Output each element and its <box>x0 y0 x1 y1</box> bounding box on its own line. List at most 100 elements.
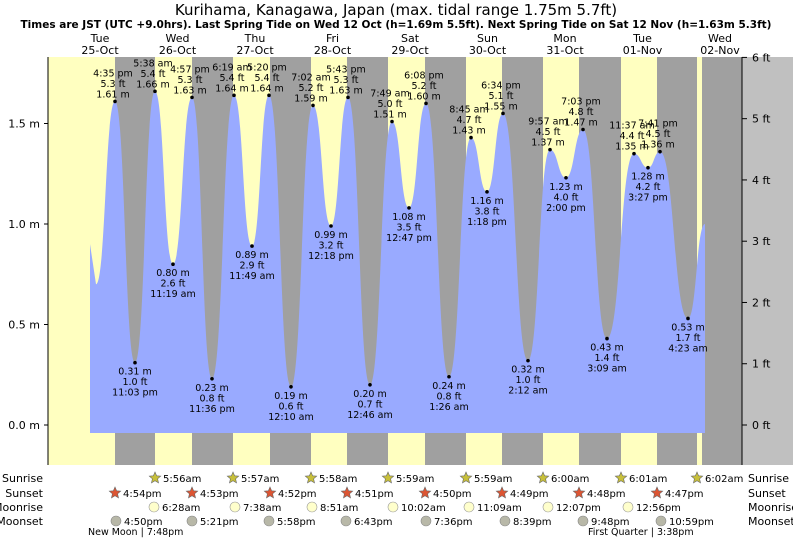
tide-label: 0.99 m <box>314 230 347 241</box>
tide-point <box>250 244 254 248</box>
moonset-icon <box>655 515 667 527</box>
night-band <box>702 57 742 465</box>
tide-label: 1:18 pm <box>467 217 507 228</box>
day-label: Mon <box>553 32 576 45</box>
tide-point <box>190 95 194 100</box>
tide-label: 0.8 ft <box>436 391 461 402</box>
sunset-icon <box>572 486 586 499</box>
moonrise-icon <box>622 501 634 513</box>
right-tick-label: 2 ft <box>752 296 771 309</box>
tide-label: 3:09 am <box>587 364 626 375</box>
sunset-icon <box>108 486 122 499</box>
tide-label: 2:00 pm <box>546 203 586 214</box>
row-label-left: Sunrise <box>2 472 43 485</box>
moonset-icon <box>340 515 352 527</box>
moonset-time: 5:21pm <box>200 517 239 528</box>
tide-label: 0.32 m <box>511 365 544 376</box>
tide-label: 5.0 ft <box>377 99 402 110</box>
sunrise-time: 6:00am <box>551 474 589 485</box>
day-label: Sun <box>477 32 498 45</box>
tide-label: 1.35 m <box>615 142 648 153</box>
tide-point <box>526 358 530 363</box>
tide-label: 2:12 am <box>508 386 547 397</box>
sunset-time: 4:48pm <box>587 489 626 500</box>
moonrise-icon <box>148 501 160 513</box>
sunrise-icon <box>381 471 395 484</box>
date-label: 25-Oct <box>81 44 119 57</box>
moonset-time: 4:50pm <box>124 517 163 528</box>
tide-point <box>232 93 236 98</box>
row-label-right: Moonrise <box>748 501 793 514</box>
tide-label: 11:37 am <box>609 121 654 132</box>
tide-label: 5:20 pm <box>247 62 287 73</box>
tide-label: 4:57 pm <box>170 64 210 75</box>
tide-label: 12:10 am <box>268 412 313 423</box>
tide-label: 1.51 m <box>373 109 406 120</box>
tide-point <box>210 376 214 381</box>
tide-label: 7:03 pm <box>561 97 601 108</box>
water-area <box>90 91 705 434</box>
sunrise-icon <box>148 471 162 484</box>
tide-label: 0.89 m <box>235 250 268 261</box>
tide-label: 3.5 ft <box>396 222 421 233</box>
tide-label: 0.8 ft <box>199 393 224 404</box>
tide-label: 1.36 m <box>641 140 674 151</box>
tide-point <box>153 89 157 94</box>
left-tick-label: 1.5 m <box>8 118 40 131</box>
moon-phase-label: First Quarter | 3:38pm <box>588 527 694 538</box>
sunset-time: 4:51pm <box>355 489 394 500</box>
sunrise-icon <box>459 471 473 484</box>
tide-label: 1.59 m <box>294 93 327 104</box>
sunset-icon <box>418 486 432 499</box>
tide-label: 1.43 m <box>452 126 485 137</box>
tide-point <box>658 149 662 154</box>
tide-label: 4.8 ft <box>568 107 593 118</box>
left-tick-label: 0.5 m <box>8 319 40 332</box>
tide-label: 1.08 m <box>392 212 425 223</box>
tide-label: 4.2 ft <box>635 182 660 193</box>
row-label-right: Sunset <box>748 487 786 500</box>
sunset-time: 4:54pm <box>123 489 162 500</box>
moonset-time: 7:36pm <box>434 517 473 528</box>
tide-label: 2.9 ft <box>239 261 264 272</box>
row-label-left: Sunset <box>5 487 43 500</box>
tide-label: 1.60 m <box>407 91 440 102</box>
tide-label: 5.4 ft <box>140 69 165 80</box>
moonrise-time: 10:02am <box>401 503 446 514</box>
moonset-icon <box>186 515 198 527</box>
right-tick-label: 1 ft <box>752 358 771 371</box>
tide-label: 4:23 am <box>668 343 707 354</box>
tide-point <box>447 374 451 379</box>
sunrise-time: 5:59am <box>474 474 512 485</box>
tide-label: 2.6 ft <box>160 279 185 290</box>
tide-label: 7:49 am <box>370 88 409 99</box>
row-label-left: Moonrise <box>0 501 43 514</box>
tide-point <box>113 99 117 104</box>
tide-label: 1.0 ft <box>515 375 540 386</box>
tide-point <box>632 151 636 156</box>
date-label: 30-Oct <box>469 44 507 57</box>
tide-label: 5.4 ft <box>219 73 244 84</box>
date-label: 27-Oct <box>236 44 274 57</box>
tide-label: 1:26 am <box>429 402 468 413</box>
tide-label: 0.80 m <box>156 268 189 279</box>
tide-label: 0.24 m <box>432 381 465 392</box>
tide-label: 0.23 m <box>195 383 228 394</box>
sunset-time: 4:53pm <box>200 489 239 500</box>
tide-label: 1.64 m <box>215 83 248 94</box>
sunrise-icon <box>536 471 550 484</box>
moonrise-icon <box>542 501 554 513</box>
tide-point <box>424 101 428 106</box>
tide-point <box>564 175 568 180</box>
sunset-time: 4:49pm <box>510 489 549 500</box>
tide-label: 5.3 ft <box>177 75 202 86</box>
moonrise-time: 7:38am <box>243 503 281 514</box>
moonset-time: 8:39pm <box>513 517 552 528</box>
tide-label: 4.0 ft <box>553 192 578 203</box>
sunset-icon <box>650 486 664 499</box>
date-label: 28-Oct <box>314 44 352 57</box>
tide-point <box>646 165 650 170</box>
sunset-time: 4:50pm <box>433 489 472 500</box>
